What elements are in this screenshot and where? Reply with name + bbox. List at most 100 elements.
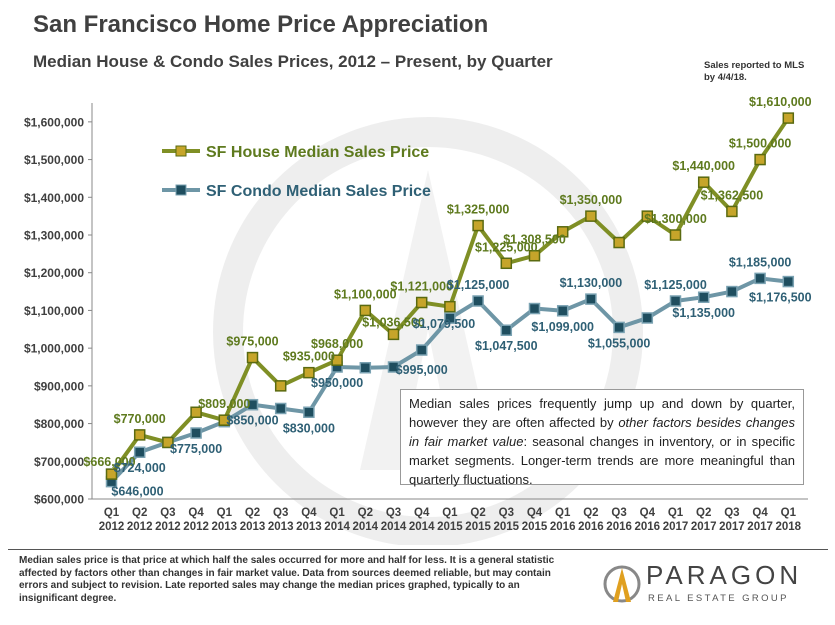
data-label-condo: $1,135,000: [672, 306, 735, 320]
x-tick-label-year: 2016: [578, 521, 604, 533]
data-point-house: [472, 219, 484, 232]
y-tick-label: $800,000: [34, 417, 84, 431]
data-label-house: $1,225,000: [475, 240, 538, 254]
data-label-house: $1,500,000: [729, 137, 792, 151]
data-note: Sales reported to MLS by 4/4/18.: [704, 60, 805, 83]
data-point-condo: [444, 312, 456, 324]
legend-condo-swatch-marker: [175, 184, 187, 196]
data-point-house: [415, 296, 428, 309]
data-point-house: [556, 226, 569, 238]
data-label-condo: $1,079,500: [413, 317, 476, 331]
x-tick-label-year: 2015: [437, 521, 463, 533]
y-tick-label: $1,000,000: [24, 342, 84, 356]
x-tick-label-year: 2012: [99, 521, 125, 533]
paragon-emblem-icon: [603, 565, 641, 603]
x-tick-label-quarter: Q4: [414, 507, 430, 519]
data-point-house: [754, 153, 766, 166]
data-point-house: [190, 406, 202, 419]
x-tick-label-year: 2017: [663, 521, 689, 533]
data-label-condo: $995,000: [396, 363, 448, 377]
x-tick-label-year: 2015: [522, 521, 548, 533]
data-point-house: [162, 436, 174, 449]
data-point-house: [726, 205, 738, 218]
data-point-condo: [641, 312, 654, 324]
x-tick-label-year: 2013: [296, 521, 322, 533]
data-point-house: [133, 429, 146, 441]
footer-divider: [8, 549, 828, 550]
data-label-house: $809,000: [198, 397, 250, 411]
x-tick-label-year: 2016: [635, 521, 661, 533]
data-point-condo: [133, 446, 146, 458]
x-tick-label-year: 2018: [776, 521, 802, 533]
x-tick-label-quarter: Q1: [555, 507, 571, 519]
data-label-condo: $1,185,000: [729, 255, 792, 269]
data-point-condo: [726, 285, 738, 298]
x-tick-label-quarter: Q4: [640, 507, 656, 519]
x-tick-label-year: 2014: [409, 521, 435, 533]
data-label-condo: $1,130,000: [560, 276, 623, 290]
x-tick-label-quarter: Q3: [611, 507, 626, 519]
y-tick-label: $900,000: [34, 379, 84, 393]
data-point-condo: [359, 362, 372, 374]
data-point-condo: [472, 295, 484, 307]
x-tick-label-year: 2017: [691, 521, 717, 533]
x-tick-label-year: 2012: [183, 521, 209, 533]
data-point-house: [669, 229, 682, 241]
data-point-house: [613, 236, 625, 249]
y-tick-label: $1,500,000: [24, 153, 84, 167]
data-point-house: [359, 304, 372, 317]
data-point-house: [218, 414, 231, 426]
x-tick-label-quarter: Q3: [273, 507, 288, 519]
data-label-condo: $1,055,000: [588, 336, 651, 350]
line-chart: $600,000 $700,000 $800,000 $900,000 $1,000,0…: [24, 95, 812, 545]
data-label-house: $770,000: [114, 412, 166, 426]
y-tick-label: $1,300,000: [24, 229, 84, 243]
y-tick-label: $1,600,000: [24, 115, 84, 129]
x-tick-label-quarter: Q2: [132, 507, 147, 519]
data-point-house: [246, 351, 259, 364]
data-label-condo: $1,125,000: [447, 278, 510, 292]
x-tick-label-year: 2015: [465, 521, 491, 533]
callout-box: Median sales prices frequently jump up a…: [400, 389, 804, 487]
data-point-house: [641, 210, 654, 222]
x-tick-label-quarter: Q4: [527, 507, 543, 519]
data-point-condo: [500, 324, 513, 336]
data-label-house: $1,440,000: [672, 159, 735, 173]
data-label-house: $1,325,000: [447, 203, 510, 217]
y-tick-label: $1,400,000: [24, 191, 84, 205]
data-label-condo: $775,000: [170, 442, 222, 456]
callout-text-start: Median sales prices frequently jump up a…: [409, 396, 795, 430]
y-tick-label: $1,200,000: [24, 266, 84, 280]
logo-name: PARAGON: [646, 560, 803, 590]
x-tick-label-quarter: Q3: [386, 507, 401, 519]
data-point-condo: [556, 305, 569, 317]
data-label-house: $1,036,500: [362, 315, 425, 329]
data-label-condo: $1,047,500: [475, 339, 538, 353]
x-tick-label-year: 2013: [268, 521, 294, 533]
data-point-condo: [190, 427, 202, 439]
x-tick-label-quarter: Q3: [499, 507, 514, 519]
x-tick-label-quarter: Q1: [442, 507, 458, 519]
data-point-house: [303, 366, 315, 379]
data-label-house: $1,350,000: [560, 193, 623, 207]
paragon-logo: PARAGON REAL ESTATE GROUP: [602, 560, 817, 610]
x-tick-label-quarter: Q1: [781, 507, 797, 519]
data-point-house: [444, 300, 456, 313]
callout-text-end: : seasonal changes in inventory, or in s…: [409, 434, 796, 487]
x-tick-label-year: 2014: [324, 521, 350, 533]
y-tick-label: $1,100,000: [24, 304, 84, 318]
data-point-condo: [528, 302, 541, 315]
x-tick-label-quarter: Q2: [696, 507, 711, 519]
x-tick-label-quarter: Q1: [217, 507, 233, 519]
legend-house-swatch-marker: [175, 145, 187, 157]
data-point-house: [782, 112, 795, 124]
data-label-house: $1,300,000: [644, 212, 707, 226]
x-tick-label-year: 2015: [494, 521, 520, 533]
x-tick-label-year: 2014: [381, 521, 407, 533]
data-label-house: $1,100,000: [334, 287, 397, 301]
chart-title: San Francisco Home Price Appreciation: [33, 11, 489, 38]
x-tick-label-quarter: Q1: [104, 507, 120, 519]
x-tick-label-year: 2013: [240, 521, 266, 533]
x-tick-label-year: 2017: [747, 521, 773, 533]
